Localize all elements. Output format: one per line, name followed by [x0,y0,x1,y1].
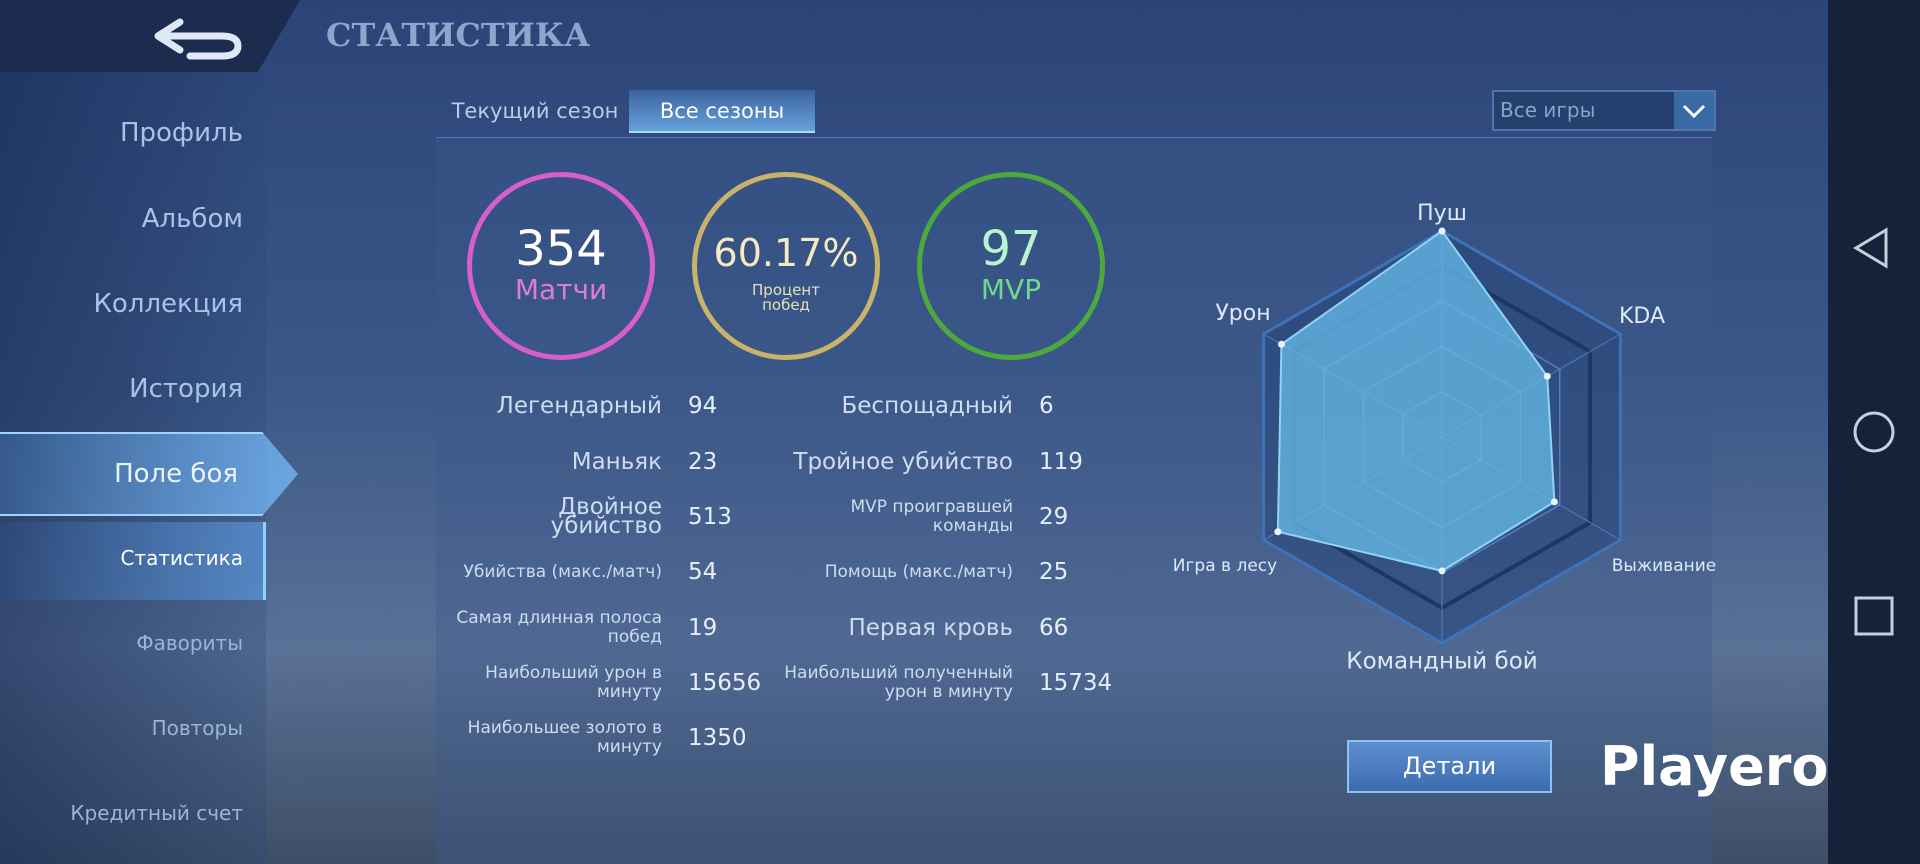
nav-highlight [0,432,298,516]
stat-value: 15656 [688,670,762,696]
radar-axis-label: Пуш [1417,201,1467,226]
recent-key[interactable] [1854,596,1894,636]
radar-chart: Пуш KDA Выживание Командный бой Игра в лесу У… [1173,201,1717,675]
tab[interactable]: Текущий сезон [451,99,619,123]
ring-value: 60.17% [713,231,859,275]
stat-value: 6 [1039,393,1054,419]
back-key[interactable] [1853,227,1888,269]
stat-label: Наибольшее золото в минуту [467,718,662,757]
radar-point [1438,567,1446,575]
stat-value: 94 [688,393,718,419]
stat-label: Маньяк [571,448,662,475]
nav-item[interactable]: Альбом [141,204,243,234]
nav-item[interactable]: Профиль [119,118,243,148]
home-key[interactable] [1853,411,1895,453]
stat-label: Первая кровь [848,614,1013,641]
stat-ring: 354 Матчи [467,172,655,360]
nav-item[interactable]: Статистика [120,546,244,570]
stat-label: Самая длинная полоса побед [456,608,662,647]
ring-label: Матчи [514,273,608,306]
stat-value: 29 [1039,504,1069,530]
top-bar [0,0,300,72]
radar-axis-label: Урон [1215,301,1270,326]
stat-value: 66 [1039,615,1069,641]
stat-label: MVP проигравшей команды [850,497,1013,536]
ring-value: 354 [515,221,607,277]
stat-label: Двойное убийство [550,494,662,539]
android-nav [1828,0,1920,864]
stat-value: 25 [1039,559,1069,585]
radar-point [1274,528,1282,536]
watermark: Playerok [1600,735,1865,798]
stat-ring: 60.17% Процент побед [692,172,880,360]
radar-axis-label: Командный бой [1346,649,1537,675]
radar-axis-label: Выживание [1612,556,1717,576]
stat-value: 119 [1039,449,1083,475]
stat-value: 513 [688,504,732,530]
stat-value: 15734 [1039,670,1113,696]
stat-label: Легендарный [496,392,662,419]
stat-value: 1350 [688,725,747,751]
stat-ring: 97 MVP [917,172,1105,360]
filter-value: Все игры [1500,98,1596,122]
details-button[interactable]: Детали [1347,740,1552,793]
nav-item[interactable]: Повторы [151,716,243,740]
ring-label: Процент побед [752,281,820,314]
tab-active[interactable]: Все сезоны [629,90,815,133]
radar-point [1438,227,1446,235]
stat-value: 19 [688,615,718,641]
radar-axis-label: KDA [1619,304,1665,329]
dropdown-arrow [1674,92,1714,129]
back-button[interactable] [150,10,245,62]
nav-item[interactable]: Фавориты [136,631,243,655]
stat-label: Наибольший урон в минуту [485,663,662,702]
radar-point [1543,372,1551,380]
radar-axis-label: Игра в лесу [1173,556,1277,576]
stat-label: Тройное убийство [793,448,1013,475]
radar-point [1277,340,1285,348]
nav-item[interactable]: Кредитный счет [70,801,243,825]
stat-value: 54 [688,559,718,585]
nav-item[interactable]: Поле боя [114,459,238,489]
filter-dropdown[interactable]: Все игры [1492,90,1716,131]
stat-label: Беспощадный [841,392,1014,419]
ring-label: MVP [980,273,1042,306]
nav-item[interactable]: Коллекция [93,289,243,319]
page-title: СТАТИСТИКА [326,16,591,54]
stat-label: Убийства (макс./матч) [463,561,662,582]
ring-value: 97 [980,221,1042,277]
stat-label: Помощь (макс./матч) [824,561,1013,582]
stat-value: 23 [688,449,718,475]
radar-point [1550,498,1558,506]
nav-item[interactable]: История [129,374,243,404]
stat-label: Наибольший полученный урон в минуту [784,663,1013,702]
subnav-highlight [0,522,266,600]
